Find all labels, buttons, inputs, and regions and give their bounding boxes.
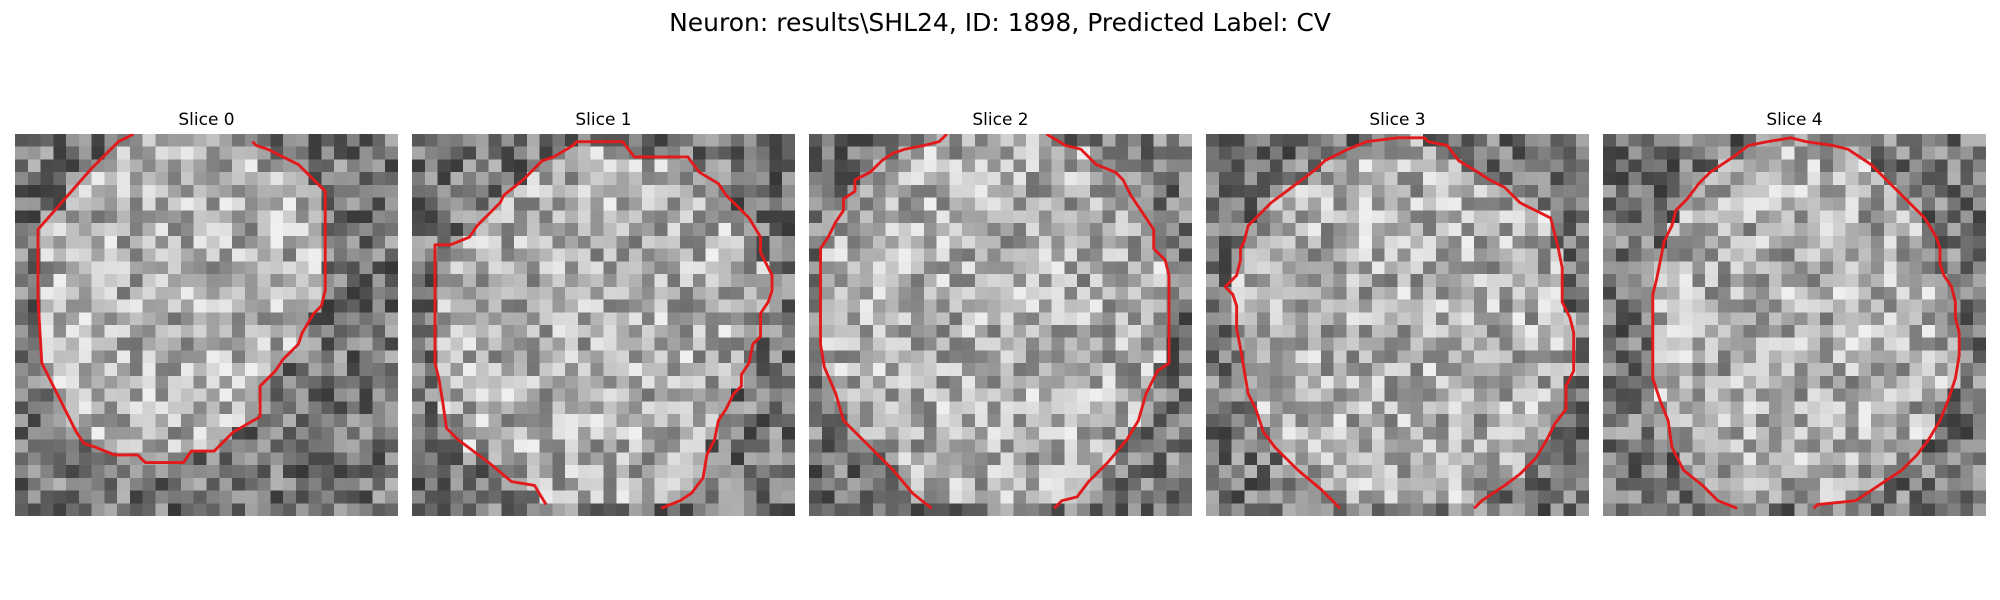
slice-title-1: Slice 1: [412, 110, 795, 130]
slice-panel-4: Slice 4: [1603, 110, 1986, 516]
slice-panel-0: Slice 0: [15, 110, 398, 516]
slice-panel-3: Slice 3: [1206, 110, 1589, 516]
slice-title-3: Slice 3: [1206, 110, 1589, 130]
pixel-grid: [412, 134, 795, 516]
pixel-grid: [1603, 134, 1986, 516]
slice-panel-2: Slice 2: [809, 110, 1192, 516]
slice-panel-1: Slice 1: [412, 110, 795, 516]
slice-image-1: [412, 134, 795, 516]
slice-image-2: [809, 134, 1192, 516]
slice-title-4: Slice 4: [1603, 110, 1986, 130]
figure-title: Neuron: results\SHL24, ID: 1898, Predict…: [0, 8, 2000, 37]
slice-image-0: [15, 134, 398, 516]
pixel-grid: [1206, 134, 1589, 516]
slice-image-3: [1206, 134, 1589, 516]
slice-title-0: Slice 0: [15, 110, 398, 130]
pixel-grid: [809, 134, 1192, 516]
slice-title-2: Slice 2: [809, 110, 1192, 130]
slice-image-4: [1603, 134, 1986, 516]
